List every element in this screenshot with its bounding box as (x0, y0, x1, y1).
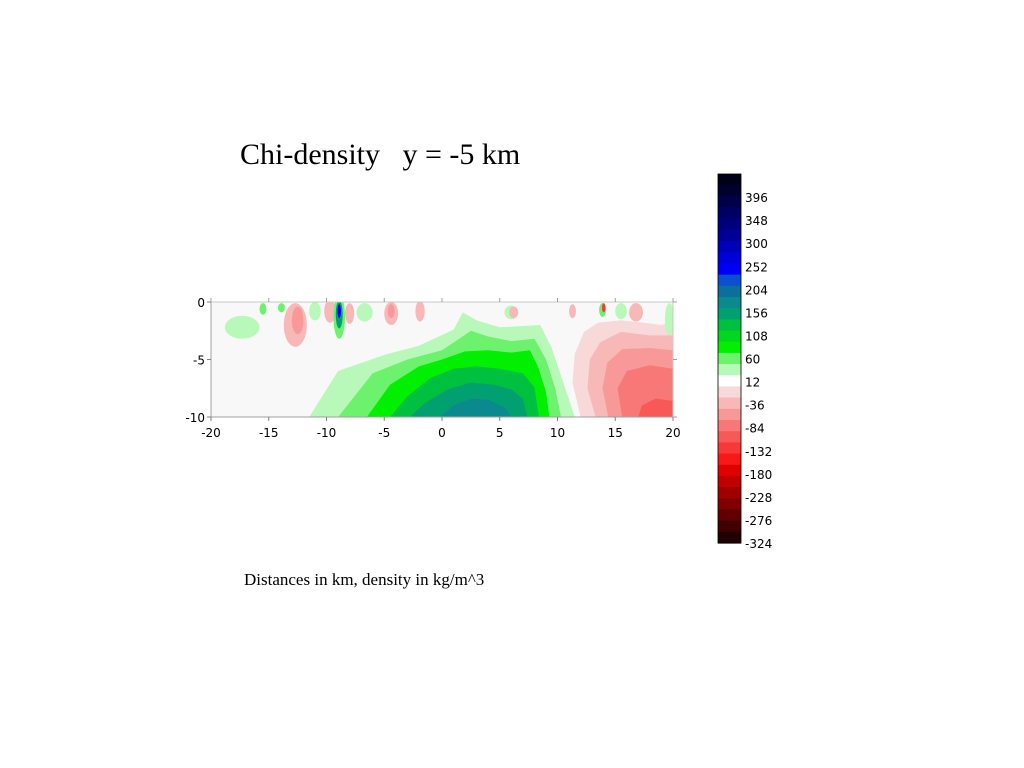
contour-blob-17 (569, 304, 576, 319)
contour-blob-13 (387, 304, 395, 319)
colorbar-tick-label: -228 (745, 491, 772, 505)
x-tick-label: 0 (438, 426, 446, 440)
contour-blob-22 (664, 303, 673, 336)
axes: -20 -15 -10 -5 0 5 10 15 20 0 -5 -10 (185, 296, 680, 440)
colorbar-swatch (718, 498, 741, 511)
colorbar-tick-label: 156 (745, 306, 768, 320)
colorbar-swatch (718, 241, 741, 253)
contour-blob-14 (415, 302, 425, 322)
colorbar-swatch (718, 386, 741, 399)
colorbar-swatch (718, 319, 741, 332)
colorbar-swatch (718, 453, 741, 466)
colorbar-swatch (718, 218, 741, 231)
colorbar-swatch (718, 364, 741, 376)
colorbar-tick-label: -324 (745, 537, 772, 551)
colorbar-tick-label: -180 (745, 468, 772, 482)
colorbar-swatch (718, 487, 741, 499)
colorbar-tick-label: -132 (745, 445, 772, 459)
colorbar-swatch (718, 229, 741, 242)
colorbar-tick-label: 348 (745, 214, 768, 228)
colorbar-tick-label: 12 (745, 376, 760, 390)
colorbar: 396 348 300 252 204 156 108 60 12 -36 -84 -132 -180 -… (717, 173, 772, 551)
x-tick-label: -20 (201, 426, 221, 440)
contour-region-10 (638, 398, 673, 417)
colorbar-swatch (718, 420, 741, 432)
colorbar-swatch (718, 442, 741, 455)
colorbar-swatch (718, 464, 741, 477)
colorbar-tick-label: 252 (745, 260, 768, 274)
contour-region-5 (439, 398, 512, 417)
colorbar-swatch (718, 285, 741, 298)
colorbar-swatch (718, 308, 741, 320)
colorbar-swatch (718, 431, 741, 443)
x-tick-label: 10 (550, 426, 565, 440)
contour-regions (309, 312, 673, 417)
x-tick-label: 20 (665, 426, 680, 440)
colorbar-swatch (718, 274, 741, 287)
colorbar-swatch (718, 174, 741, 186)
colorbar-swatch (718, 408, 741, 421)
colorbar-swatch (718, 263, 741, 276)
colorbar-frame (717, 173, 742, 544)
contour-blob-6 (324, 302, 336, 323)
colorbar-tick-label: -84 (745, 422, 765, 436)
contour-blobs (224, 302, 673, 347)
y-tick-label: -10 (185, 411, 205, 425)
colorbar-swatch (718, 531, 741, 544)
colorbar-swatch (718, 330, 741, 343)
chart-title: Chi-density y = -5 km (240, 138, 521, 171)
x-tick-label: 15 (608, 426, 623, 440)
contour-blob-0 (224, 315, 260, 339)
colorbar-swatch (718, 341, 741, 354)
contour-blob-10 (344, 303, 355, 324)
colorbar-tick-label: -276 (745, 514, 772, 528)
contour-blob-5 (309, 302, 321, 321)
colorbar-tick-label: 396 (745, 191, 768, 205)
contour-blob-19 (601, 303, 606, 313)
colorbar-swatch (718, 185, 741, 197)
colorbar-swatch (718, 252, 741, 265)
colorbar-swatch (718, 375, 741, 388)
colorbar-swatch (718, 475, 741, 488)
colorbar-swatch (718, 196, 741, 209)
x-tick-label: -10 (317, 426, 337, 440)
contour-blob-2 (277, 303, 285, 313)
colorbar-swatch (718, 520, 741, 533)
colorbar-tick-label: 108 (745, 329, 768, 343)
contour-blob-4 (291, 306, 304, 335)
contour-blob-11 (356, 303, 373, 322)
colorbar-swatch (718, 207, 741, 220)
colorbar-swatch (718, 509, 741, 522)
contour-blob-21 (629, 303, 643, 322)
colorbar-swatch (718, 352, 741, 365)
contour-blob-20 (615, 303, 627, 320)
colorbar-swatch (718, 397, 741, 410)
plot-area (211, 302, 673, 417)
colorbar-tick-label: 300 (745, 237, 768, 251)
y-tick-label: -5 (193, 354, 205, 368)
colorbar-tick-label: -36 (745, 399, 765, 413)
colorbar-swatch (718, 297, 741, 309)
x-tick-label: -15 (259, 426, 279, 440)
colorbar-tick-label: 60 (745, 353, 760, 367)
colorbar-tick-label: 204 (745, 283, 768, 297)
x-tick-label: 5 (496, 426, 504, 440)
y-tick-label: 0 (197, 296, 205, 310)
contour-blob-9 (337, 304, 341, 319)
contour-blob-1 (259, 303, 267, 315)
x-tick-label: -5 (378, 426, 390, 440)
chart-caption: Distances in km, density in kg/m^3 (244, 570, 485, 589)
contour-blob-16 (508, 306, 519, 319)
